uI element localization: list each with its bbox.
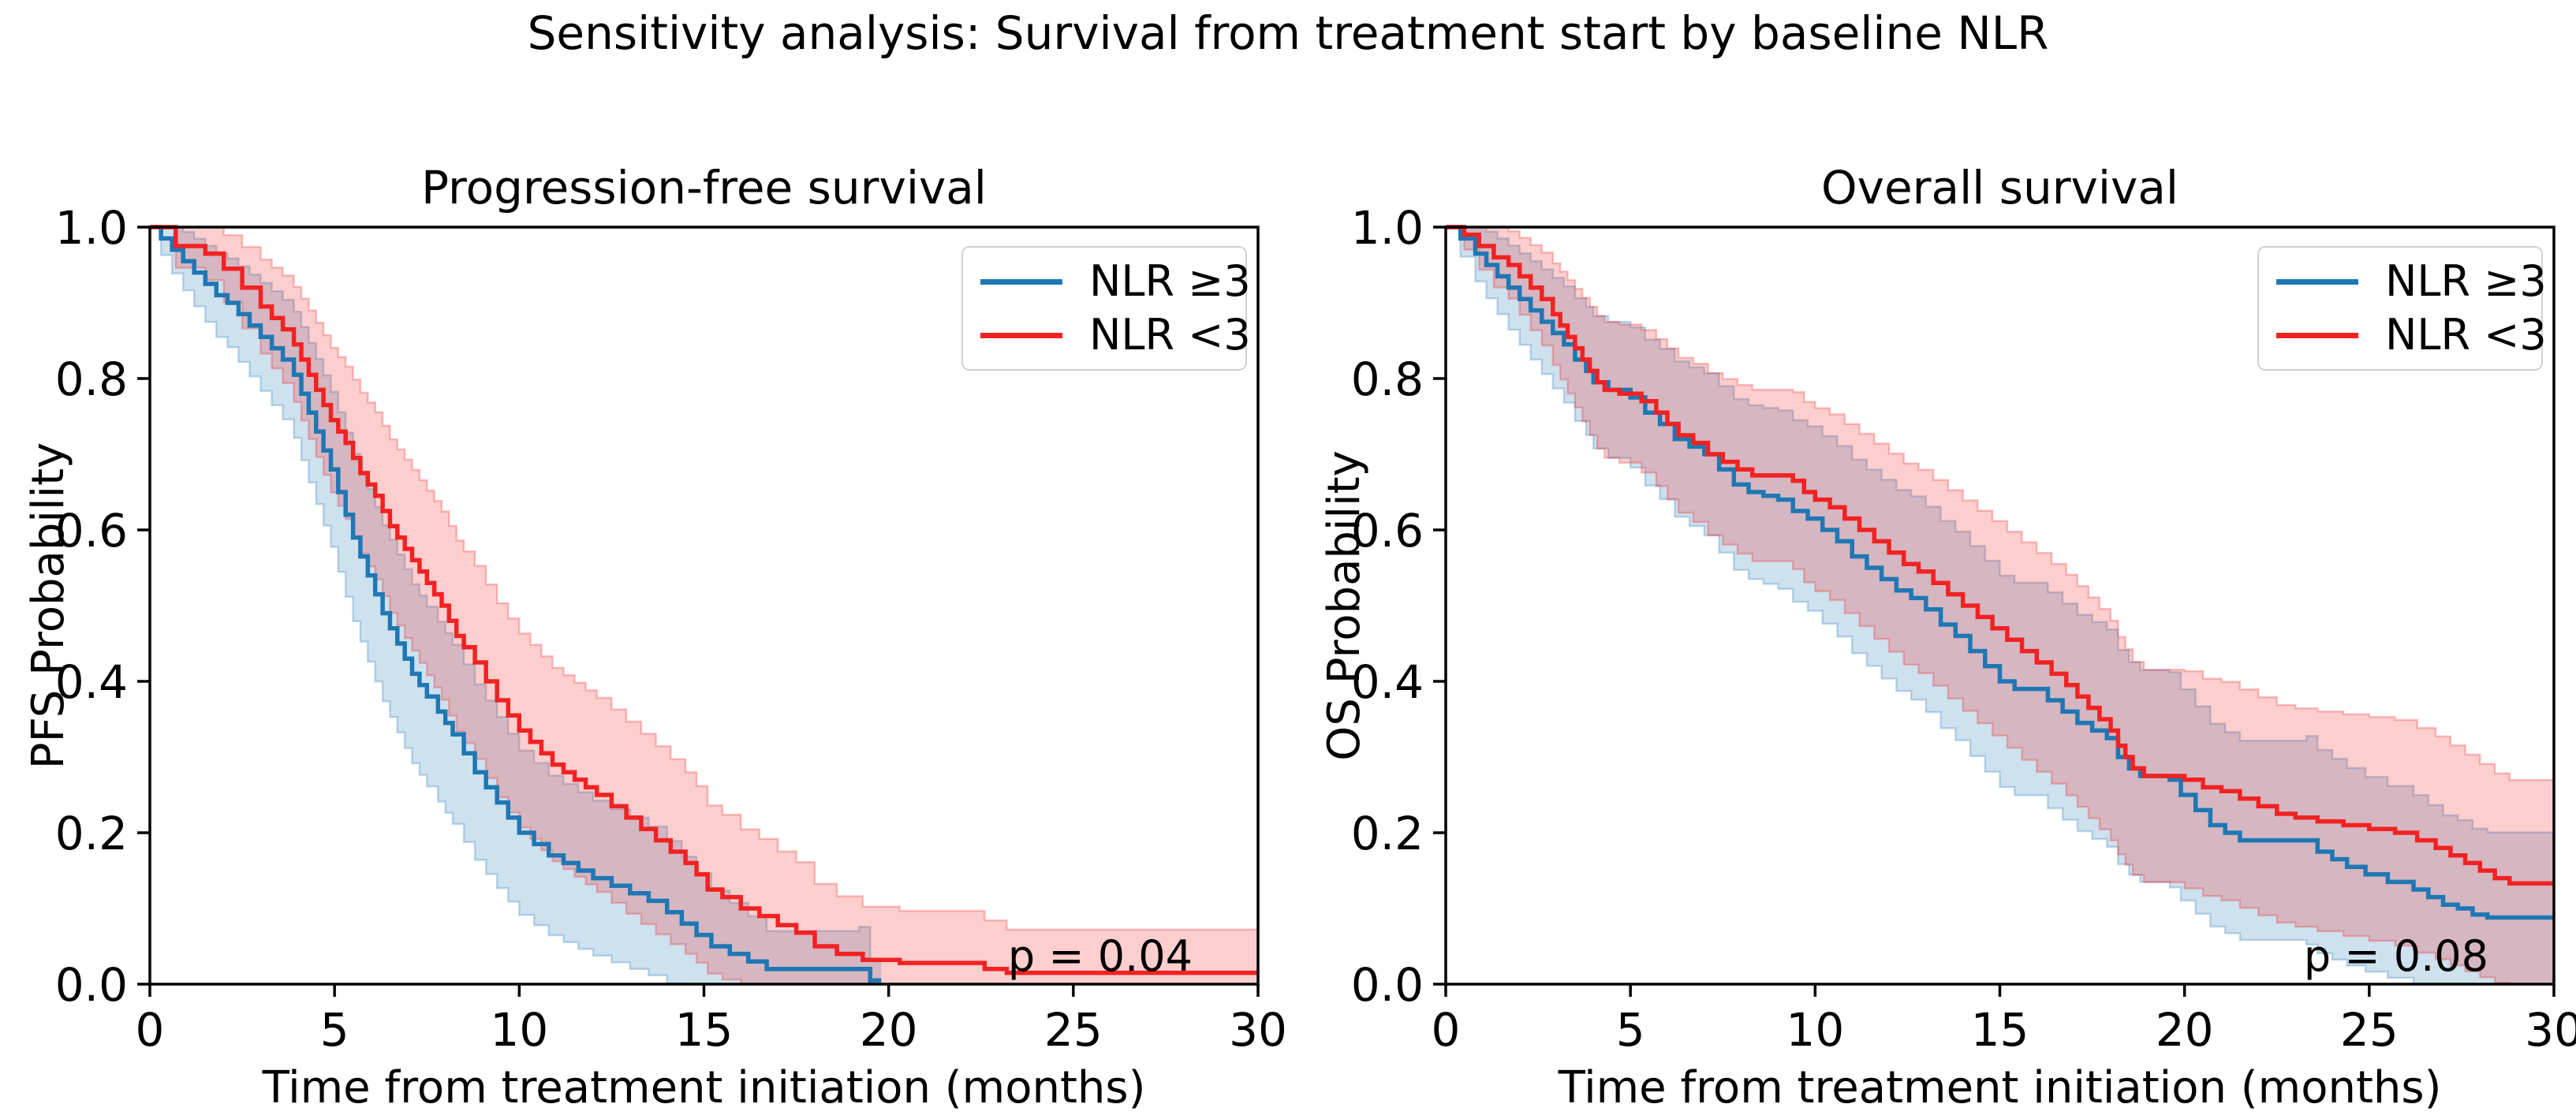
os-p-value: p = 0.08 bbox=[2303, 931, 2488, 981]
pfs-y-axis-label: PFS Probability bbox=[23, 442, 74, 770]
legend-label-nlr-high: NLR ≥3 bbox=[1089, 256, 1251, 306]
x-tick-label: 10 bbox=[1786, 1003, 1844, 1057]
confidence-band-upper-edge bbox=[150, 226, 883, 960]
x-tick-label: 30 bbox=[2525, 1003, 2576, 1057]
y-tick-label: 0.8 bbox=[1351, 352, 1424, 406]
y-tick-label: 0.0 bbox=[1351, 958, 1424, 1012]
confidence-band-upper-edge bbox=[1446, 226, 2555, 781]
os-plot-title: Overall survival bbox=[1821, 161, 2178, 214]
x-tick-label: 20 bbox=[860, 1003, 918, 1057]
x-tick-label: 5 bbox=[320, 1003, 349, 1057]
x-tick-label: 30 bbox=[1229, 1003, 1287, 1057]
confidence-band-lower-edge bbox=[150, 226, 1258, 986]
y-tick-label: 0.4 bbox=[55, 655, 128, 709]
pfs-p-value: p = 0.04 bbox=[1007, 931, 1193, 981]
survival-curve-series-1 bbox=[1446, 225, 2554, 886]
x-tick-label: 0 bbox=[1432, 1003, 1461, 1057]
confidence-band-series-0 bbox=[1446, 227, 2554, 984]
os-y-axis-label: OS Probability bbox=[1319, 450, 1370, 761]
y-tick-label: 1.0 bbox=[55, 201, 128, 255]
figure-suptitle: Sensitivity analysis: Survival from trea… bbox=[527, 6, 2049, 60]
survival-curve-series-0 bbox=[150, 225, 882, 983]
y-tick-label: 0.8 bbox=[55, 352, 128, 406]
nlr-low-line-swatch-icon bbox=[980, 332, 1062, 338]
y-tick-label: 0.4 bbox=[1351, 655, 1424, 709]
x-tick-label: 15 bbox=[1971, 1003, 2029, 1057]
legend-item-nlr-high: NLR ≥3 bbox=[2276, 260, 2547, 303]
plot-0: 0 5 10 15 20 25 30 0.0 0.2 0.4 0.6 0.8 1.0 bbox=[55, 201, 1287, 1057]
os-legend: NLR ≥3 NLR <3 bbox=[2257, 246, 2547, 371]
y-tick-label: 0.2 bbox=[55, 807, 128, 860]
confidence-band-upper-edge bbox=[1446, 226, 2555, 834]
y-tick-label: 0.6 bbox=[1351, 504, 1424, 558]
x-tick-label: 15 bbox=[675, 1003, 734, 1057]
x-tick-label: 20 bbox=[2156, 1003, 2214, 1057]
legend-label-nlr-low: NLR <3 bbox=[2385, 310, 2547, 360]
legend-label-nlr-high: NLR ≥3 bbox=[2385, 256, 2547, 306]
nlr-high-line-swatch-icon bbox=[980, 278, 1062, 285]
legend-item-nlr-low: NLR <3 bbox=[2276, 314, 2547, 356]
plot-1: 0 5 10 15 20 25 30 0.0 0.2 0.4 0.6 0.8 1.0 bbox=[1351, 201, 2576, 1057]
x-tick-label: 0 bbox=[136, 1003, 165, 1057]
y-tick-label: 0.2 bbox=[1351, 807, 1424, 860]
legend-item-nlr-low: NLR <3 bbox=[980, 314, 1251, 356]
y-tick-label: 1.0 bbox=[1351, 201, 1424, 255]
x-tick-label: 25 bbox=[1044, 1003, 1103, 1057]
legend-item-nlr-high: NLR ≥3 bbox=[980, 260, 1251, 303]
confidence-band-series-1 bbox=[1446, 227, 2554, 984]
x-tick-label: 5 bbox=[1616, 1003, 1645, 1057]
survival-curve-series-0 bbox=[1446, 225, 2554, 920]
pfs-legend: NLR ≥3 NLR <3 bbox=[961, 246, 1251, 371]
confidence-band-lower-edge bbox=[1446, 226, 2554, 986]
x-tick-label: 25 bbox=[2340, 1003, 2399, 1057]
pfs-x-axis-label: Time from treatment initiation (months) bbox=[262, 1062, 1146, 1113]
confidence-band-upper-edge bbox=[150, 226, 1260, 931]
nlr-low-line-swatch-icon bbox=[2276, 332, 2358, 338]
survival-curve-series-1 bbox=[150, 225, 1258, 975]
legend-label-nlr-low: NLR <3 bbox=[1089, 310, 1251, 360]
pfs-plot-title: Progression-free survival bbox=[421, 161, 987, 214]
y-tick-label: 0.6 bbox=[55, 504, 128, 558]
confidence-band-lower-edge bbox=[1446, 226, 2554, 986]
confidence-band-lower-edge bbox=[150, 226, 882, 986]
x-tick-label: 10 bbox=[490, 1003, 548, 1057]
os-x-axis-label: Time from treatment initiation (months) bbox=[1558, 1062, 2442, 1113]
y-tick-label: 0.0 bbox=[55, 958, 128, 1012]
nlr-high-line-swatch-icon bbox=[2276, 278, 2358, 285]
